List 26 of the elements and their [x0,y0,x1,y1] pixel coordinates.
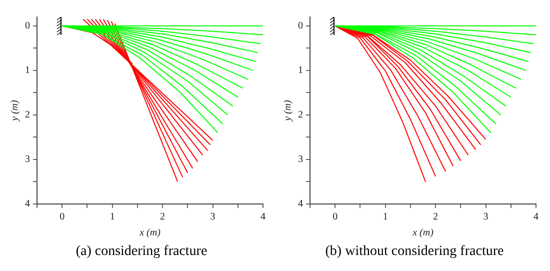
y-tick-label: 2 [25,110,30,121]
y-axis-title: y (m) [282,99,294,122]
x-tick-label: 3 [210,212,216,223]
x-axis-title: x (m) [138,228,162,239]
x-tick-label: 0 [332,212,338,223]
x-tick-label: 2 [160,212,166,223]
y-tick-label: 3 [25,154,30,166]
y-tick-label: 1 [25,65,30,76]
x-tick-label: 0 [60,212,65,223]
x-tick-label: 4 [534,212,538,223]
y-tick-label: 3 [298,154,303,166]
y-tick-label: 2 [298,110,303,121]
text: (b) without considering fracture [324,244,505,260]
x-tick-label: 2 [433,212,438,223]
x-tick-label: 1 [382,212,388,223]
y-tick-label: 0 [25,20,30,32]
x-axis-title: x (m) [412,228,434,239]
y-tick-label: 4 [298,198,303,210]
y-axis-title: y (m) [10,99,21,122]
x-tick-label: 3 [483,212,488,223]
y-tick-label: 4 [25,198,30,210]
text: (a) considering fracture [74,244,208,260]
y-tick-label: 1 [298,65,303,76]
y-tick-label: 0 [298,20,303,32]
x-tick-label: 4 [260,212,266,223]
x-tick-label: 1 [110,212,115,223]
